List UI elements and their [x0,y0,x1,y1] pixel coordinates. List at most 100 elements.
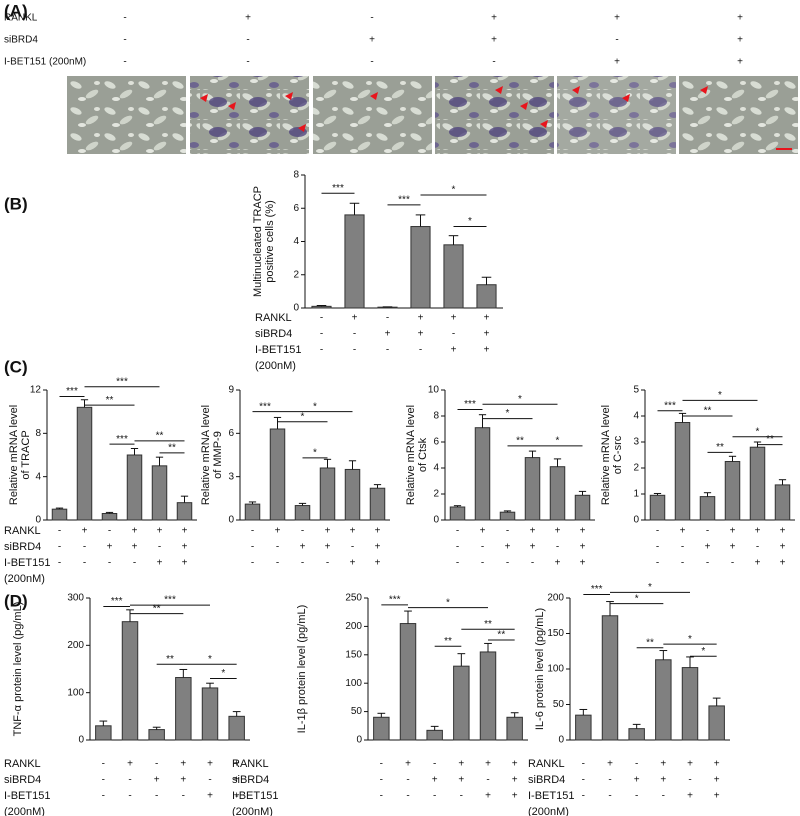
significance-label: * [518,394,522,405]
treatment-sign: + [182,542,188,553]
arrows [200,86,792,150]
y-tick-label: 0 [356,735,362,746]
bar [344,214,365,309]
bar [426,729,443,741]
treatment-sign: + [660,759,666,770]
significance-label: * [701,646,705,657]
y-axis-label: Relative mRNA level [600,405,612,505]
bar [319,467,336,521]
treatment-sign: + [180,759,186,770]
treatment-sign: + [512,775,518,786]
treatment-sign: - [615,35,618,46]
y-axis-label: Multinucleated TRACP [252,186,264,297]
bar [655,659,672,741]
treatment-sign: + [730,542,736,553]
treatment-sign: + [207,759,213,770]
significance-label: *** [111,596,123,607]
treatment-sign: + [132,542,138,553]
y-axis-label: Relative mRNA level [200,405,212,505]
row-label: siBRD4 [528,774,565,786]
treatment-sign: - [656,542,659,553]
treatment-sign: - [320,345,323,356]
treatment-sign: - [531,558,534,569]
y-tick-label: 4 [633,411,639,422]
treatment-sign: - [506,558,509,569]
row-label: (200nM) [528,806,569,816]
bar [724,461,741,521]
significance-label: * [452,185,456,196]
y-tick-label: 9 [228,385,234,396]
bar [228,715,245,741]
significance-label: * [506,408,510,419]
treatment-sign: - [386,345,389,356]
bar [311,305,332,309]
treatment-sign: - [662,791,665,802]
y-tick-label: 4 [293,236,299,247]
treatment-sign: - [556,542,559,553]
treatment-sign: + [705,542,711,553]
treatment-sign: - [406,791,409,802]
treatment-sign: + [484,345,490,356]
treatment-sign: - [380,775,383,786]
y-axis-label: of TRACP [20,430,32,479]
row-label: (200nM) [232,806,273,816]
treatment-sign: + [737,35,743,46]
bar [121,621,139,741]
significance-label: * [313,401,317,412]
y-axis-label: of C-src [612,435,624,474]
treatment-sign: - [353,329,356,340]
treatment-sign: + [375,526,381,537]
y-tick-label: 0 [433,515,439,526]
y-tick-label: 0 [633,515,639,526]
y-axis-label: of Ctsk [417,437,429,472]
treatment-sign: + [737,13,743,24]
significance-label: * [756,426,760,437]
significance-label: *** [398,195,410,206]
treatment-sign: + [458,775,464,786]
treatment-sign: - [351,542,354,553]
treatment-sign: + [154,775,160,786]
treatment-sign: + [352,313,358,324]
bar [649,494,666,521]
treatment-sign: + [530,542,536,553]
y-tick-label: 12 [30,385,42,396]
treatment-sign: + [755,558,761,569]
y-tick-label: 200 [345,621,362,632]
bar [76,406,93,521]
treatment-sign: - [102,759,105,770]
bar [151,465,168,521]
y-tick-label: 8 [433,411,439,422]
treatment-sign: - [102,775,105,786]
row-label: RANKL [4,13,38,24]
y-axis-label: positive cells (%) [264,200,276,283]
micrographs [67,76,798,154]
treatment-sign: + [714,791,720,802]
significance-label: * [208,654,212,665]
significance-label: *** [332,183,344,194]
significance-label: ** [166,654,174,665]
significance-label: * [635,593,639,604]
treatment-sign: + [485,759,491,770]
bar [294,505,311,521]
treatment-sign: - [419,345,422,356]
significance-label: *** [664,400,676,411]
significance-label: ** [106,395,114,406]
row-label: RANKL [232,758,269,770]
y-tick-label: 6 [228,428,234,439]
row-label: siBRD4 [4,35,38,46]
treatment-sign: + [157,526,163,537]
treatment-sign: - [481,542,484,553]
treatment-sign: + [82,526,88,537]
y-tick-label: 50 [351,706,363,717]
treatment-sign: - [582,759,585,770]
treatment-sign: - [133,558,136,569]
treatment-sign: - [608,775,611,786]
treatment-sign: + [127,759,133,770]
significance-label: *** [116,376,128,387]
micrograph [435,76,554,154]
y-tick-label: 8 [293,170,299,181]
y-tick-label: 50 [553,699,565,710]
treatment-sign: - [386,313,389,324]
treatment-sign: - [456,558,459,569]
bar [410,226,431,309]
